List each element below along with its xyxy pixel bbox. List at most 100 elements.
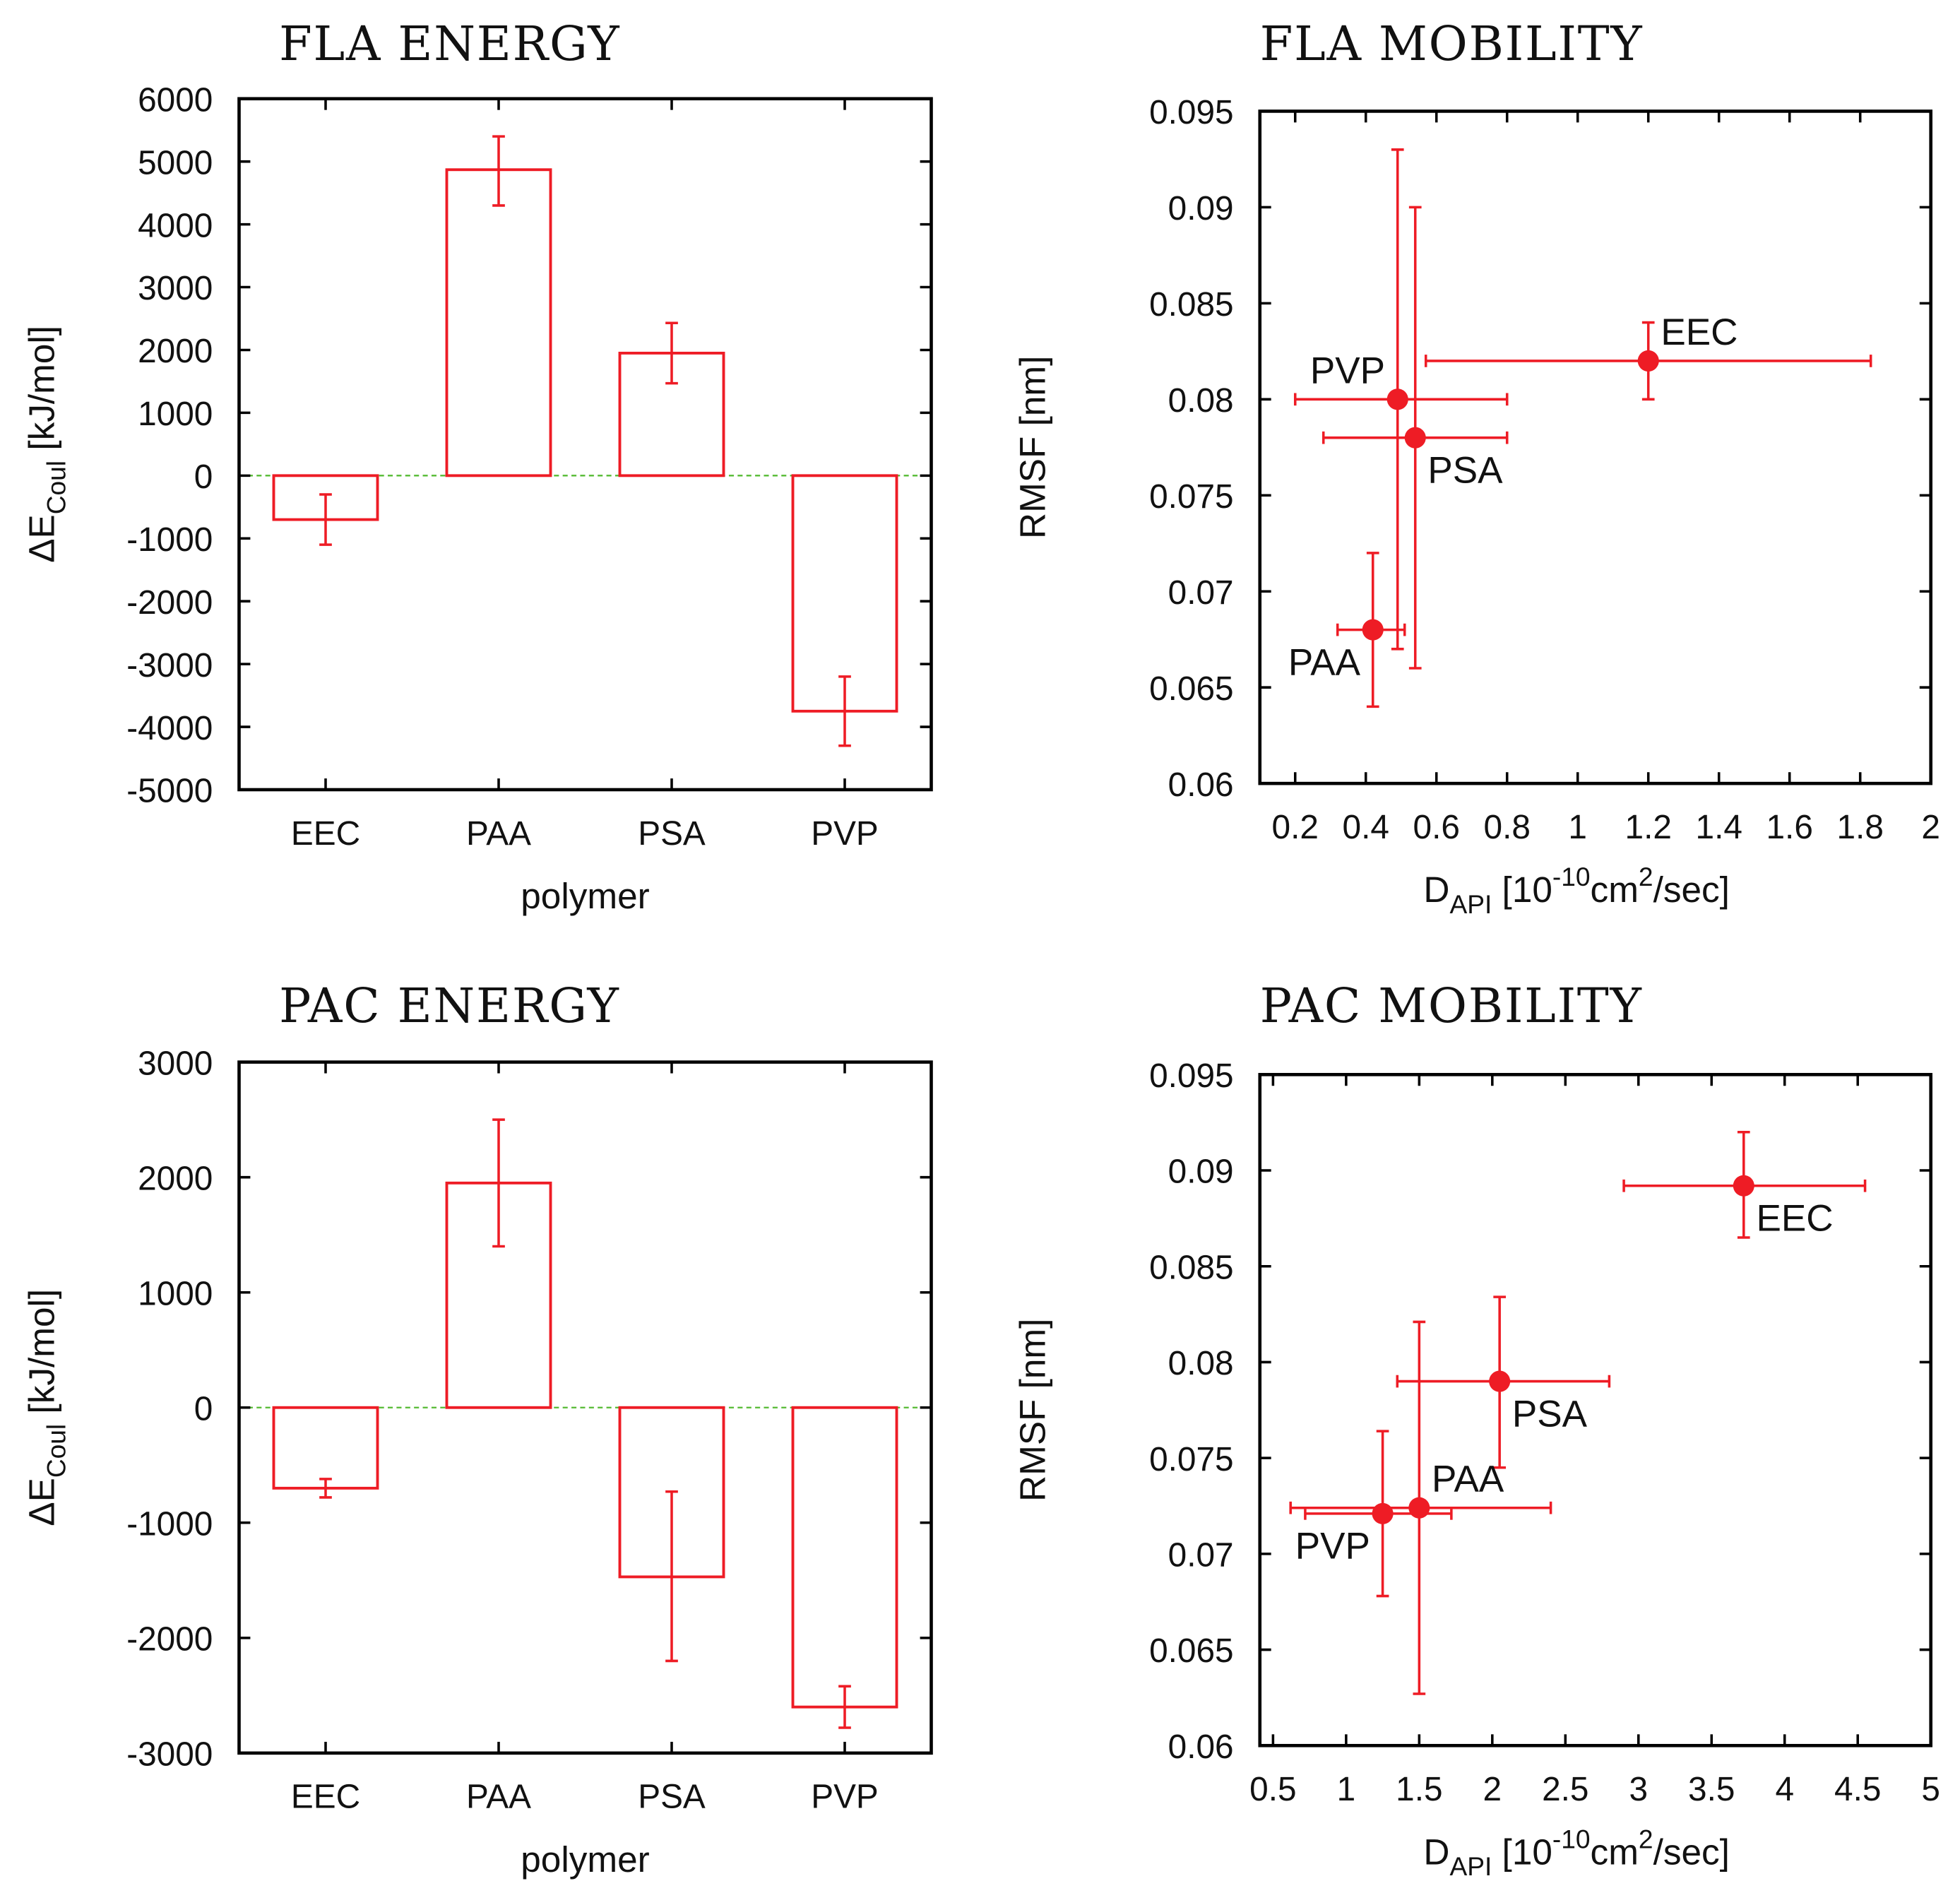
y-tick-label: 0.085 [1149,1249,1234,1286]
x-tick-label: 1 [1337,1771,1356,1808]
data-point-marker [1733,1175,1754,1197]
y-tick-label: 2000 [138,333,213,370]
x-axis-label: DAPI [10-10cm2/sec] [1423,1824,1730,1881]
y-tick-label: 0.095 [1149,1057,1234,1095]
y-tick-label: 1000 [138,1275,213,1312]
y-tick-label: 0 [194,458,213,496]
y-tick-label: 0.085 [1149,286,1234,324]
point-label: EEC [1756,1197,1833,1239]
y-label-rest: [kJ/mol] [22,326,62,461]
y-tick-label: 3000 [138,1045,213,1082]
y-label-main: ΔE [22,514,62,562]
y-label-rest: [kJ/mol] [22,1289,62,1424]
chart-panel-fla-energy: FLA ENERGY EEC PAA PSA PVP polymer ΔECoul [kJ/… [22,16,933,916]
y-axis-label: RMSF [nm] [1012,1319,1052,1502]
plot-frame [1258,109,1932,785]
x-tick-label: 1.6 [1766,809,1813,846]
x-tick-label: 0.6 [1413,809,1460,846]
x-tick-label: 1.4 [1696,809,1742,846]
x-tick-label: 5 [1921,1771,1940,1808]
point-psa: PSA [1396,1295,1611,1469]
chart-title: FLA MOBILITY [1260,16,1644,71]
y-tick-label: 0.06 [1168,1728,1234,1766]
y-tick-label: 0.07 [1168,574,1234,612]
point-pvp: PVP [1295,1430,1453,1598]
bar-pvp [791,1406,898,1709]
x-label-part: -10 [1552,862,1591,891]
chart-title: PAC ENERGY [279,978,620,1033]
data-point-marker [1489,1370,1511,1392]
y-axis-label: ΔECoul [kJ/mol] [22,1289,71,1526]
y-tick-label: 0.095 [1149,94,1234,131]
x-tick-label: 0.8 [1484,809,1531,846]
y-tick-label: -5000 [126,773,213,810]
point-psa: PSA [1321,206,1509,670]
point-label: PVP [1310,350,1385,391]
plot-frame [237,1060,933,1755]
y-tick-label: -1000 [126,521,213,559]
x-tick-label: 3 [1629,1771,1648,1808]
y-tick-label: 1000 [138,396,213,433]
point-label: EEC [1661,311,1738,353]
x-label-part: 2 [1639,1824,1653,1853]
x-tick-label: PVP [811,815,879,853]
y-tick-label: 5000 [138,144,213,182]
x-tick-label: 0.5 [1249,1771,1296,1808]
x-tick-label: 1.8 [1837,809,1884,846]
point-eec: EEC [1424,311,1872,401]
y-tick-label: 0.09 [1168,1153,1234,1191]
point-paa: PAA [1288,552,1406,708]
y-label-main: ΔE [22,1478,62,1526]
x-tick-label: 1.2 [1625,809,1672,846]
y-tick-label: 0.08 [1168,1345,1234,1382]
y-axis-label: RMSF [nm] [1012,356,1052,539]
x-label-part: D [1423,870,1449,910]
y-axis-label: ΔECoul [kJ/mol] [22,326,71,563]
x-tick-label: PSA [638,1779,706,1816]
y-tick-label: -1000 [126,1505,213,1543]
y-tick-label: -2000 [126,584,213,622]
x-tick-label: PAA [466,815,531,853]
x-label-part: 2 [1639,862,1653,891]
data-point-marker [1362,619,1384,641]
x-label-part: [10 [1492,1832,1552,1872]
plot-frame [237,97,933,792]
x-label-part: /sec] [1653,1832,1730,1872]
bar-eec [272,1406,379,1490]
data-point-marker [1372,1502,1394,1524]
data-point-marker [1408,1497,1430,1519]
data-point-marker [1637,350,1659,372]
chart-title: PAC MOBILITY [1260,978,1643,1033]
bar-paa [445,168,552,477]
x-label-part: cm [1591,870,1639,910]
point-label: PAA [1432,1459,1504,1500]
point-label: PSA [1427,449,1503,491]
y-tick-label: -3000 [126,1736,213,1774]
chart-panel-pac-energy: PAC ENERGY EEC PAA PSA PVP polymer ΔECoul [kJ/… [22,978,933,1880]
y-tick-label: 0.08 [1168,382,1234,420]
x-tick-label: 4.5 [1834,1771,1881,1808]
y-tick-label: 0 [194,1390,213,1428]
y-tick-label: 2000 [138,1160,213,1197]
x-tick-label: PVP [811,1779,879,1816]
y-tick-label: -2000 [126,1621,213,1658]
x-tick-label: EEC [291,815,360,853]
x-tick-label: EEC [291,1779,360,1816]
point-eec: EEC [1622,1130,1867,1239]
y-tick-label: 0.09 [1168,190,1234,227]
y-label-sub: Coul [42,461,71,514]
x-label-part: /sec] [1653,870,1730,910]
y-tick-label: 3000 [138,270,213,307]
x-tick-label: PSA [638,815,706,853]
chart-panel-pac-mobility: PAC MOBILITY 0.5 1 1.5 2 2.5 3 3.5 4 4.5 5 EEC PSAPA… [1012,978,1940,1881]
x-tick-label: 0.4 [1343,809,1389,846]
x-tick-label: 2.5 [1542,1771,1588,1808]
point-label: PVP [1295,1526,1370,1567]
y-tick-label: -4000 [126,710,213,747]
x-axis-label: polymer [521,1839,649,1880]
y-tick-label: 0.065 [1149,670,1234,708]
y-tick-label: -3000 [126,647,213,684]
y-tick-label: 0.075 [1149,478,1234,516]
y-tick-label: 4000 [138,207,213,244]
